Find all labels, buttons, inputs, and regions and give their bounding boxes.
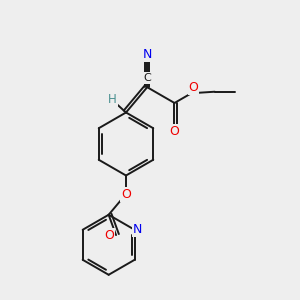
Text: N: N — [133, 223, 142, 236]
Text: O: O — [104, 229, 114, 242]
Text: N: N — [142, 48, 152, 61]
Text: O: O — [188, 81, 198, 94]
Text: C: C — [143, 73, 151, 83]
Text: O: O — [169, 125, 179, 138]
Text: O: O — [121, 188, 131, 201]
Text: H: H — [108, 93, 117, 106]
